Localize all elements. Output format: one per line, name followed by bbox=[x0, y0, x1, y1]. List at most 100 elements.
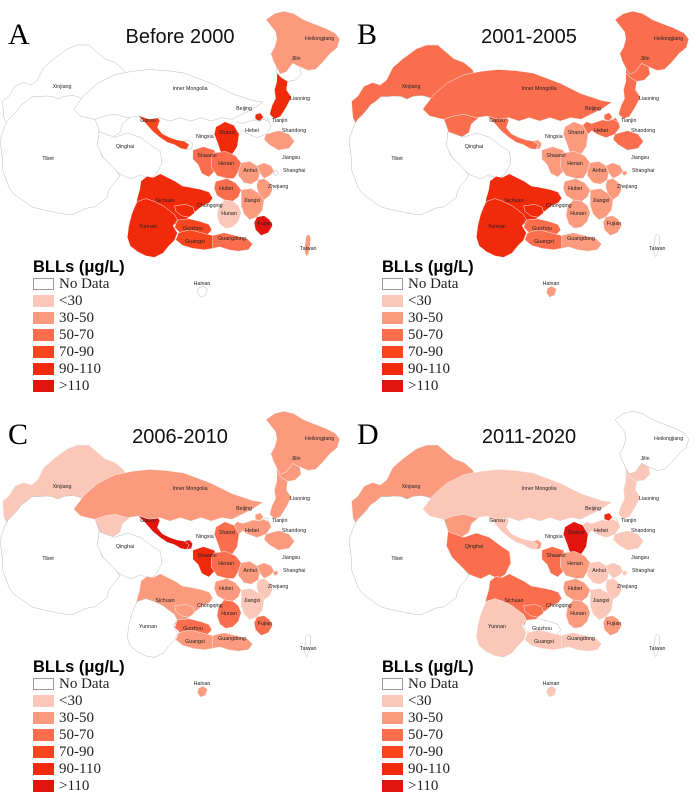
svg-text:Guangxi: Guangxi bbox=[534, 239, 554, 245]
svg-text:Shanxi: Shanxi bbox=[219, 130, 235, 136]
svg-text:Guangdong: Guangdong bbox=[218, 636, 246, 642]
svg-text:Gansu: Gansu bbox=[489, 118, 505, 124]
svg-text:Shanxi: Shanxi bbox=[568, 130, 584, 136]
svg-text:Tianjin: Tianjin bbox=[272, 518, 287, 524]
svg-text:Yunnan: Yunnan bbox=[139, 624, 157, 630]
svg-text:Sichuan: Sichuan bbox=[155, 598, 174, 604]
svg-text:Hainan: Hainan bbox=[194, 281, 211, 287]
svg-text:Tianjin: Tianjin bbox=[621, 118, 636, 124]
svg-text:Anhui: Anhui bbox=[592, 568, 606, 574]
svg-text:Heilongjiang: Heilongjiang bbox=[654, 436, 683, 442]
svg-text:Guizhou: Guizhou bbox=[183, 226, 203, 232]
svg-text:Hunan: Hunan bbox=[570, 611, 586, 617]
svg-text:Shandong: Shandong bbox=[631, 528, 655, 534]
svg-text:Tibet: Tibet bbox=[42, 156, 54, 162]
svg-text:Yunnan: Yunnan bbox=[488, 224, 506, 230]
svg-text:Gansu: Gansu bbox=[489, 518, 505, 524]
svg-text:Shaanxi: Shaanxi bbox=[546, 553, 565, 559]
svg-text:Beijing: Beijing bbox=[236, 506, 252, 512]
svg-text:Tianjin: Tianjin bbox=[272, 118, 287, 124]
svg-text:Taiwan: Taiwan bbox=[649, 246, 666, 252]
svg-text:Shaanxi: Shaanxi bbox=[197, 553, 216, 559]
svg-text:Shaanxi: Shaanxi bbox=[546, 153, 565, 159]
svg-text:Gansu: Gansu bbox=[140, 518, 156, 524]
svg-text:Anhui: Anhui bbox=[592, 168, 606, 174]
svg-text:Qinghai: Qinghai bbox=[116, 144, 134, 150]
svg-text:Beijing: Beijing bbox=[585, 106, 601, 112]
svg-text:Heilongjiang: Heilongjiang bbox=[654, 36, 683, 42]
svg-text:Guangxi: Guangxi bbox=[185, 239, 205, 245]
svg-text:Jiangsu: Jiangsu bbox=[631, 155, 649, 161]
svg-text:Jiangsu: Jiangsu bbox=[282, 555, 300, 561]
svg-text:Xinjiang: Xinjiang bbox=[402, 84, 421, 90]
svg-text:Inner Mongolia: Inner Mongolia bbox=[521, 486, 556, 492]
svg-text:Taiwan: Taiwan bbox=[649, 646, 666, 652]
svg-text:Fujian: Fujian bbox=[258, 221, 272, 227]
svg-text:Inner Mongolia: Inner Mongolia bbox=[172, 86, 207, 92]
svg-text:Shandong: Shandong bbox=[282, 128, 306, 134]
svg-text:Shanxi: Shanxi bbox=[568, 530, 584, 536]
svg-text:Shandong: Shandong bbox=[282, 528, 306, 534]
svg-text:Jilin: Jilin bbox=[291, 56, 300, 62]
svg-text:Taiwan: Taiwan bbox=[300, 646, 317, 652]
svg-text:Taiwan: Taiwan bbox=[300, 246, 317, 252]
svg-text:Hebei: Hebei bbox=[594, 528, 608, 534]
svg-text:Sichuan: Sichuan bbox=[504, 198, 523, 204]
svg-text:Xinjiang: Xinjiang bbox=[402, 484, 421, 490]
svg-text:Xinjiang: Xinjiang bbox=[53, 84, 72, 90]
svg-text:Chongqing: Chongqing bbox=[197, 603, 223, 609]
svg-text:Guizhou: Guizhou bbox=[532, 226, 552, 232]
svg-text:Jilin: Jilin bbox=[640, 56, 649, 62]
svg-text:Guangxi: Guangxi bbox=[185, 639, 205, 645]
svg-text:Jiangxi: Jiangxi bbox=[244, 198, 261, 204]
svg-text:Hebei: Hebei bbox=[245, 128, 259, 134]
svg-text:Jiangxi: Jiangxi bbox=[593, 198, 610, 204]
svg-text:Qinghai: Qinghai bbox=[116, 544, 134, 550]
svg-text:Fujian: Fujian bbox=[607, 621, 621, 627]
svg-text:Hainan: Hainan bbox=[543, 681, 560, 687]
svg-text:Jiangxi: Jiangxi bbox=[593, 598, 610, 604]
svg-text:Ningxia: Ningxia bbox=[196, 134, 214, 140]
svg-text:Shandong: Shandong bbox=[631, 128, 655, 134]
svg-text:Tianjin: Tianjin bbox=[621, 518, 636, 524]
svg-text:Heilongjiang: Heilongjiang bbox=[305, 436, 334, 442]
svg-text:Jilin: Jilin bbox=[291, 456, 300, 462]
svg-text:Guizhou: Guizhou bbox=[532, 626, 552, 632]
svg-text:Liaoning: Liaoning bbox=[639, 96, 659, 102]
svg-text:Guangdong: Guangdong bbox=[567, 636, 595, 642]
svg-text:Zhejiang: Zhejiang bbox=[617, 184, 637, 190]
svg-text:Heilongjiang: Heilongjiang bbox=[305, 36, 334, 42]
svg-text:Anhui: Anhui bbox=[243, 568, 257, 574]
svg-text:Fujian: Fujian bbox=[258, 621, 272, 627]
svg-text:Jiangxi: Jiangxi bbox=[244, 598, 261, 604]
svg-text:Tibet: Tibet bbox=[42, 556, 54, 562]
svg-text:Chongqing: Chongqing bbox=[546, 203, 572, 209]
svg-text:Tibet: Tibet bbox=[391, 556, 403, 562]
svg-text:Zhejiang: Zhejiang bbox=[268, 184, 288, 190]
svg-text:Guangxi: Guangxi bbox=[534, 639, 554, 645]
svg-text:Henan: Henan bbox=[218, 561, 234, 567]
svg-text:Zhejiang: Zhejiang bbox=[268, 584, 288, 590]
svg-text:Liaoning: Liaoning bbox=[290, 96, 310, 102]
svg-text:Jiangsu: Jiangsu bbox=[631, 555, 649, 561]
svg-text:Jiangsu: Jiangsu bbox=[282, 155, 300, 161]
svg-text:Inner Mongolia: Inner Mongolia bbox=[521, 86, 556, 92]
svg-text:Beijing: Beijing bbox=[585, 506, 601, 512]
svg-text:Liaoning: Liaoning bbox=[639, 496, 659, 502]
svg-text:Chongqing: Chongqing bbox=[546, 603, 572, 609]
svg-text:Jilin: Jilin bbox=[640, 456, 649, 462]
svg-text:Hubei: Hubei bbox=[219, 186, 233, 192]
svg-text:Ningxia: Ningxia bbox=[545, 134, 563, 140]
svg-text:Shanghai: Shanghai bbox=[632, 168, 654, 174]
svg-text:Hubei: Hubei bbox=[568, 586, 582, 592]
svg-text:Shanghai: Shanghai bbox=[283, 168, 305, 174]
svg-text:Hainan: Hainan bbox=[543, 281, 560, 287]
svg-text:Tibet: Tibet bbox=[391, 156, 403, 162]
svg-text:Henan: Henan bbox=[567, 561, 583, 567]
svg-text:Qinghai: Qinghai bbox=[465, 544, 483, 550]
svg-text:Guizhou: Guizhou bbox=[183, 626, 203, 632]
svg-text:Inner Mongolia: Inner Mongolia bbox=[172, 486, 207, 492]
svg-text:Hebei: Hebei bbox=[594, 128, 608, 134]
svg-text:Yunnan: Yunnan bbox=[139, 224, 157, 230]
svg-text:Shaanxi: Shaanxi bbox=[197, 153, 216, 159]
